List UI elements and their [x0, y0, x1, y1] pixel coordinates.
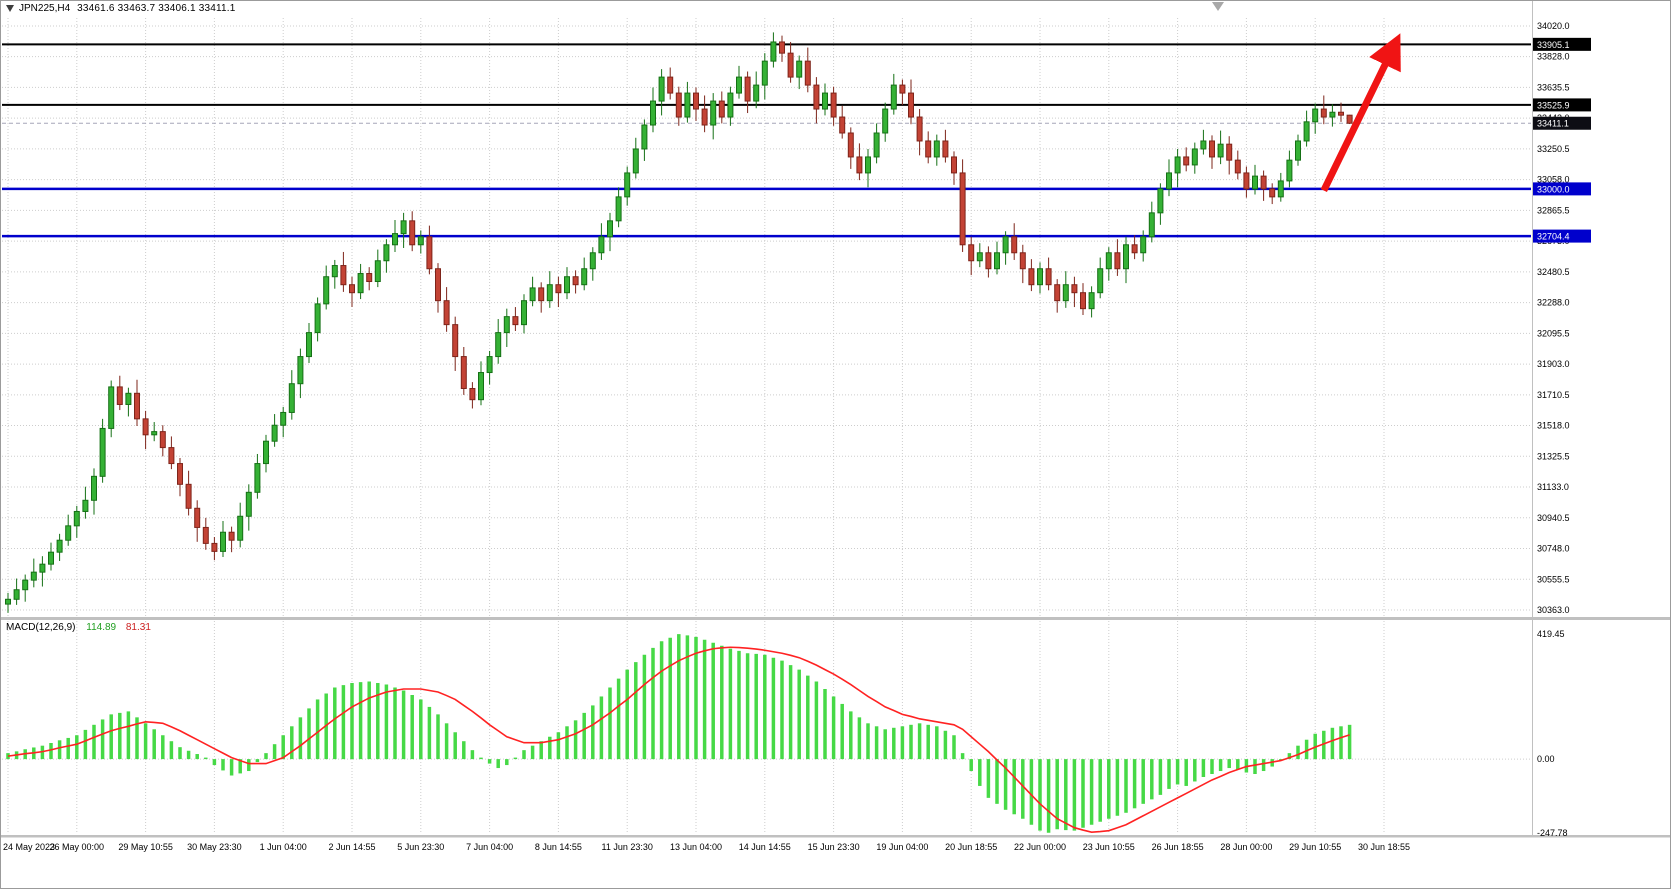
- svg-text:28 Jun 00:00: 28 Jun 00:00: [1220, 842, 1272, 852]
- price-badge: [1533, 98, 1591, 112]
- svg-text:23 Jun 10:55: 23 Jun 10:55: [1083, 842, 1135, 852]
- price-badge: [1533, 37, 1591, 51]
- trend-arrow-annotation[interactable]: [1320, 33, 1401, 193]
- macd-signal-line: [7, 646, 1350, 833]
- svg-text:31710.5: 31710.5: [1537, 390, 1570, 400]
- svg-text:5 Jun 23:30: 5 Jun 23:30: [397, 842, 444, 852]
- time-axis-separator: [0, 835, 1671, 838]
- svg-text:11 Jun 23:30: 11 Jun 23:30: [602, 842, 653, 852]
- svg-text:2 Jun 14:55: 2 Jun 14:55: [328, 842, 375, 852]
- symbol-marker-icon: [6, 5, 14, 12]
- svg-text:30555.5: 30555.5: [1537, 574, 1570, 584]
- svg-text:33905.1: 33905.1: [1537, 40, 1570, 50]
- svg-text:30363.0: 30363.0: [1537, 605, 1570, 615]
- svg-text:33250.5: 33250.5: [1537, 144, 1570, 154]
- chart-shift-marker[interactable]: [1212, 2, 1224, 11]
- svg-text:30940.5: 30940.5: [1537, 513, 1570, 523]
- svg-text:13 Jun 04:00: 13 Jun 04:00: [670, 842, 722, 852]
- svg-text:34020.0: 34020.0: [1537, 21, 1570, 31]
- svg-text:31133.0: 31133.0: [1537, 482, 1569, 492]
- svg-text:31903.0: 31903.0: [1537, 359, 1570, 369]
- price-scale[interactable]: 34020.033828.033635.533443.033250.533058…: [1533, 21, 1591, 615]
- svg-text:30 Jun 18:55: 30 Jun 18:55: [1358, 842, 1410, 852]
- macd-signal-value: 81.31: [125, 622, 151, 633]
- panel-separator[interactable]: [0, 617, 1671, 620]
- svg-text:32095.5: 32095.5: [1537, 328, 1570, 338]
- svg-text:24 May 2023: 24 May 2023: [3, 842, 55, 852]
- svg-text:33058.0: 33058.0: [1537, 175, 1570, 185]
- svg-text:32288.0: 32288.0: [1537, 298, 1570, 308]
- macd-name: MACD(12,26,9): [6, 622, 76, 633]
- svg-text:33635.5: 33635.5: [1537, 82, 1570, 92]
- svg-text:1 Jun 04:00: 1 Jun 04:00: [260, 842, 307, 852]
- macd-main-value: 114.89: [86, 622, 117, 633]
- svg-text:14 Jun 14:55: 14 Jun 14:55: [739, 842, 791, 852]
- svg-text:32480.5: 32480.5: [1537, 267, 1570, 277]
- svg-text:30748.0: 30748.0: [1537, 544, 1570, 554]
- macd-scale[interactable]: 419.45 0.00 -247.78: [1537, 629, 1568, 838]
- svg-text:419.45: 419.45: [1537, 629, 1565, 639]
- svg-text:32865.5: 32865.5: [1537, 205, 1570, 215]
- svg-text:19 Jun 04:00: 19 Jun 04:00: [876, 842, 928, 852]
- price-level-lines[interactable]: [2, 43, 1531, 238]
- chart-title: JPN225,H4 33461.6 33463.7 33406.1 33411.…: [6, 3, 236, 14]
- macd-histogram: [6, 634, 1352, 833]
- svg-text:22 Jun 00:00: 22 Jun 00:00: [1014, 842, 1066, 852]
- svg-text:33525.9: 33525.9: [1537, 100, 1570, 110]
- svg-text:33411.1: 33411.1: [1537, 119, 1569, 129]
- svg-text:-247.78: -247.78: [1537, 828, 1568, 838]
- svg-text:31325.5: 31325.5: [1537, 451, 1570, 461]
- svg-text:20 Jun 18:55: 20 Jun 18:55: [945, 842, 997, 852]
- svg-text:15 Jun 23:30: 15 Jun 23:30: [808, 842, 860, 852]
- candlestick-series: [5, 32, 1353, 613]
- svg-text:33828.0: 33828.0: [1537, 52, 1570, 62]
- svg-text:30 May 23:30: 30 May 23:30: [187, 842, 242, 852]
- price-badge: [1533, 116, 1591, 130]
- svg-text:26 Jun 18:55: 26 Jun 18:55: [1152, 842, 1204, 852]
- svg-text:32704.4: 32704.4: [1537, 232, 1570, 242]
- svg-text:33000.0: 33000.0: [1537, 184, 1570, 194]
- svg-text:7 Jun 04:00: 7 Jun 04:00: [466, 842, 513, 852]
- price-badge: [1533, 229, 1591, 243]
- svg-text:29 Jun 10:55: 29 Jun 10:55: [1289, 842, 1341, 852]
- svg-text:8 Jun 14:55: 8 Jun 14:55: [535, 842, 582, 852]
- svg-text:0.00: 0.00: [1537, 754, 1555, 764]
- chart-ohlc-values: 33461.6 33463.7 33406.1 33411.1: [77, 3, 236, 14]
- svg-text:29 May 10:55: 29 May 10:55: [118, 842, 173, 852]
- chart-symbol-timeframe: JPN225,H4: [19, 3, 71, 14]
- svg-text:31518.0: 31518.0: [1537, 421, 1570, 431]
- macd-indicator-label: MACD(12,26,9) 114.89 81.31: [6, 622, 151, 633]
- price-badge: [1533, 182, 1591, 196]
- svg-text:26 May 00:00: 26 May 00:00: [50, 842, 105, 852]
